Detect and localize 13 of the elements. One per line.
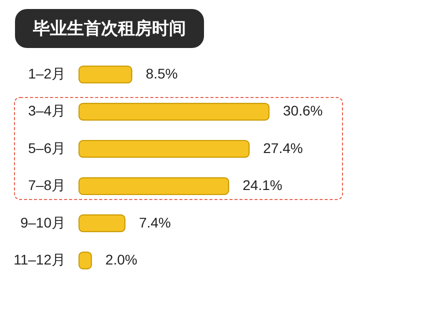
y-tick-label: 11–12月 (14, 251, 66, 268)
data-label: 24.1% (242, 177, 282, 194)
data-label: 30.6% (283, 102, 323, 119)
data-label: 8.5% (146, 66, 178, 82)
chart-title: 毕业生首次租房时间 (15, 9, 204, 48)
y-tick-label: 1–2月 (28, 66, 66, 82)
y-tick-label: 9–10月 (20, 214, 66, 230)
y-tick-label: 5–6月 (28, 140, 66, 156)
y-tick-label: 3–4月 (28, 102, 66, 119)
data-label: 7.4% (138, 214, 171, 230)
data-label: 27.4% (263, 140, 303, 156)
data-label: 2.0% (105, 251, 138, 268)
y-tick-label: 7–8月 (28, 177, 66, 194)
